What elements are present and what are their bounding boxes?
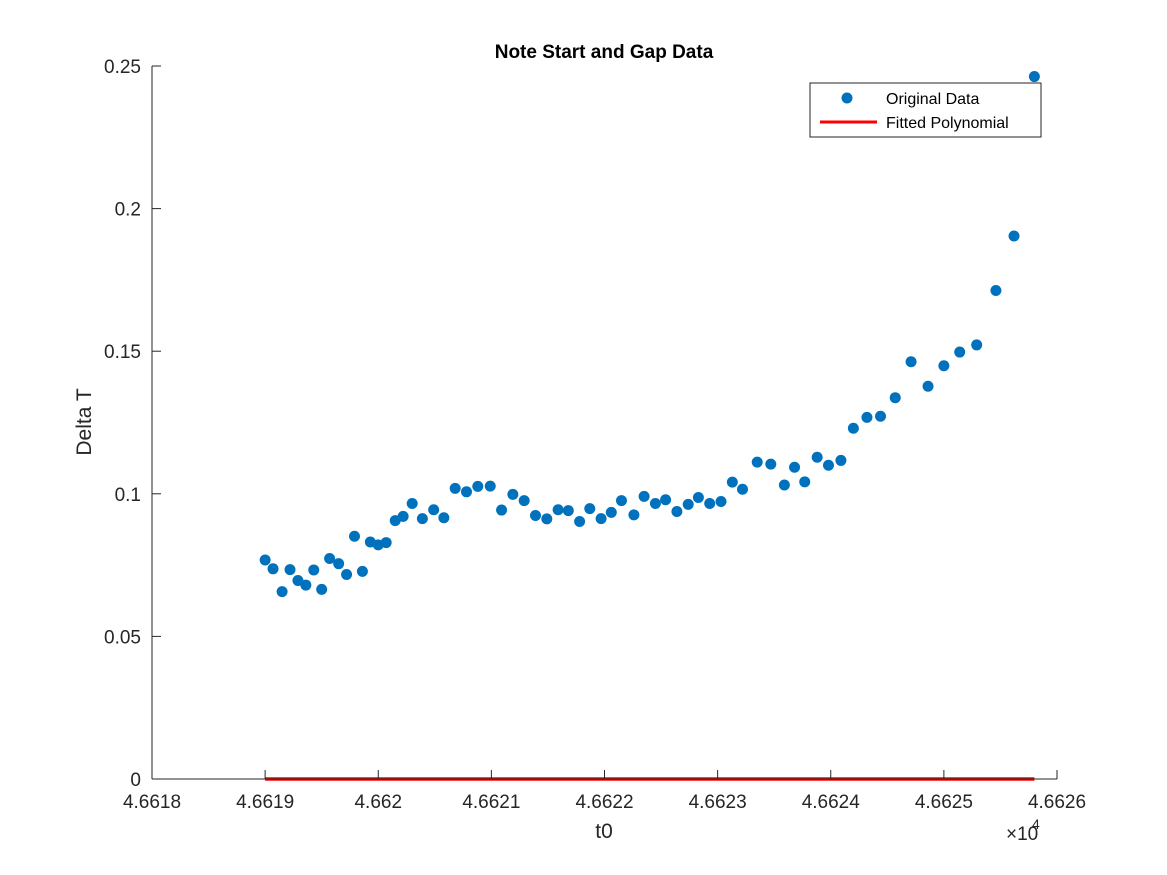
data-point — [847, 422, 859, 434]
data-point — [715, 496, 727, 508]
data-point — [276, 586, 288, 598]
data-point — [595, 513, 607, 525]
x-tick-label: 4.6623 — [689, 792, 747, 813]
data-point — [1028, 71, 1040, 83]
data-point — [1008, 230, 1020, 242]
data-point — [861, 411, 873, 423]
data-point — [308, 564, 320, 576]
data-point — [671, 505, 683, 517]
legend-label-fitted: Fitted Polynomial — [886, 115, 1009, 132]
data-point — [472, 480, 484, 492]
data-point — [428, 504, 440, 516]
data-point — [541, 513, 553, 525]
data-point — [971, 339, 983, 351]
y-ticks: 0 0.05 0.1 0.15 0.2 0.25 — [104, 57, 161, 791]
data-point — [835, 454, 847, 466]
data-point — [438, 512, 450, 524]
data-point — [822, 459, 834, 471]
data-point — [324, 553, 336, 565]
data-point — [954, 346, 966, 358]
data-point — [529, 509, 541, 521]
data-point — [605, 506, 617, 518]
data-point — [799, 476, 811, 488]
legend: Original Data Fitted Polynomial — [809, 82, 1042, 138]
axes — [151, 66, 1057, 780]
data-point — [406, 497, 418, 509]
y-tick-label: 0.1 — [115, 485, 141, 506]
data-point — [704, 497, 716, 509]
x-tick-label: 4.6622 — [575, 792, 633, 813]
data-point — [562, 505, 574, 517]
x-scale-exponent-power: 4 — [1032, 816, 1040, 832]
x-tick-label: 4.6626 — [1028, 792, 1086, 813]
data-point — [584, 503, 596, 515]
data-point — [737, 483, 749, 495]
data-point — [875, 410, 887, 422]
x-tick-label: 4.662 — [354, 792, 402, 813]
original-data-series — [259, 71, 1040, 598]
data-point — [552, 504, 564, 516]
data-point — [638, 490, 650, 502]
data-point — [660, 494, 672, 506]
data-point — [267, 563, 279, 575]
plot-area — [259, 71, 1040, 781]
data-point — [507, 488, 519, 500]
data-point — [615, 495, 627, 507]
data-point — [789, 461, 801, 473]
y-axis-title: Delta T — [73, 388, 96, 455]
data-point — [628, 509, 640, 521]
data-point — [284, 564, 296, 576]
data-point — [449, 482, 461, 494]
x-axis-title: t0 — [595, 820, 613, 843]
y-tick-label: 0 — [130, 770, 141, 791]
data-point — [574, 515, 586, 527]
data-point — [496, 504, 508, 516]
x-scale-exponent-base: ×10 — [1006, 824, 1038, 845]
data-point — [259, 554, 271, 566]
data-point — [341, 569, 353, 581]
data-point — [356, 565, 368, 577]
x-tick-label: 4.6624 — [802, 792, 861, 813]
data-point — [682, 498, 694, 510]
data-point — [765, 458, 777, 470]
data-point — [316, 583, 328, 595]
chart-title: Note Start and Gap Data — [495, 42, 714, 63]
data-point — [518, 495, 530, 507]
data-point — [751, 456, 763, 468]
data-point — [348, 530, 360, 542]
data-point — [905, 356, 917, 368]
data-point — [811, 451, 823, 463]
legend-box — [809, 82, 1042, 138]
x-tick-label: 4.6618 — [123, 792, 181, 813]
data-point — [938, 360, 950, 372]
x-tick-label: 4.6619 — [236, 792, 294, 813]
x-tick-label: 4.6625 — [915, 792, 973, 813]
data-point — [990, 284, 1002, 296]
data-point — [397, 510, 409, 522]
y-tick-label: 0.25 — [104, 57, 141, 78]
y-tick-label: 0.15 — [104, 342, 141, 363]
data-point — [380, 537, 392, 549]
x-ticks: 4.6618 4.6619 4.662 4.6621 4.6622 4.6623 4.662… — [123, 770, 1086, 813]
data-point — [460, 486, 472, 498]
x-scale-exponent: ×10 4 — [1006, 816, 1040, 845]
x-tick-label: 4.6621 — [462, 792, 520, 813]
data-point — [778, 479, 790, 491]
legend-label-original: Original Data — [886, 91, 979, 108]
data-point — [726, 476, 738, 488]
data-point — [416, 513, 428, 525]
data-point — [922, 380, 934, 392]
data-point — [889, 392, 901, 404]
y-tick-label: 0.05 — [104, 627, 141, 648]
data-point — [484, 480, 496, 492]
data-point — [692, 492, 704, 504]
data-point — [333, 558, 345, 570]
data-point — [300, 579, 312, 591]
legend-marker-original — [841, 92, 853, 104]
y-tick-label: 0.2 — [115, 200, 141, 221]
data-point — [649, 497, 661, 509]
